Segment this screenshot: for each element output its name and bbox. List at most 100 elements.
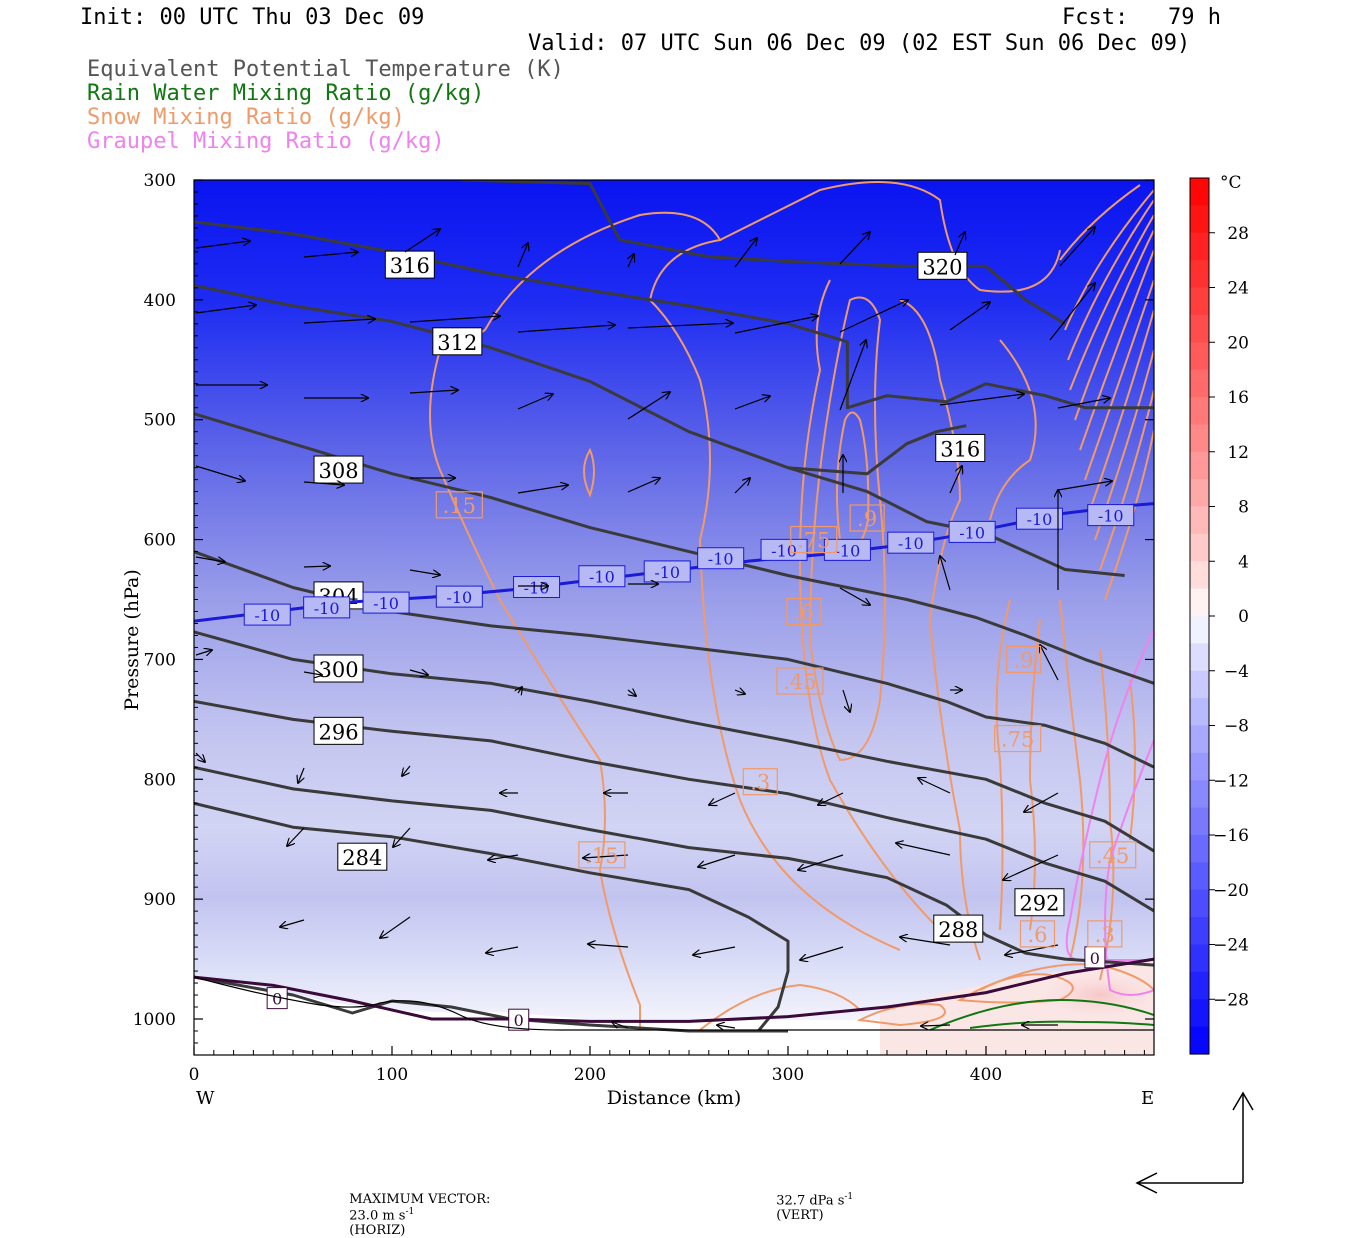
snow-contour	[1067, 199, 1154, 361]
theta-e-label-box	[384, 250, 435, 279]
colorbar-tick-label: −28	[1213, 990, 1249, 1010]
wind-vector	[488, 854, 519, 860]
snow-label: .3	[1095, 923, 1115, 947]
snow-contour	[995, 599, 1011, 931]
isotherm-minus10-label: -10	[524, 579, 550, 598]
snow-label-box	[849, 504, 885, 532]
theta-e-label-box	[935, 433, 986, 462]
theta-e-label: 320	[922, 255, 962, 279]
isotherm-minus10-label: -10	[1027, 510, 1053, 529]
colorbar-band	[1190, 616, 1209, 644]
isotherm-minus10-label: -10	[654, 563, 680, 582]
wind-vector	[918, 778, 951, 794]
colorbar-tick-label: −8	[1224, 717, 1249, 737]
colorbar: 28 24 20 16 12 8 4 0 −4 −8 −12 −16 −20 −24 −28	[1189, 177, 1249, 1055]
theta-e-label: 316	[940, 437, 980, 461]
wind-vector	[612, 1022, 629, 1028]
x-tick-label: 100	[376, 1065, 408, 1085]
isotherm-label-box	[643, 560, 691, 583]
isotherm-minus10-label: -10	[771, 541, 797, 560]
snow-label: .75	[797, 529, 830, 553]
snow-label-box	[786, 597, 822, 626]
colorbar-band	[1190, 971, 1209, 1000]
theta-e-label-box	[917, 251, 968, 280]
wind-vector	[409, 569, 440, 575]
max-vector-vert-caption: 32.7 dPa s-1 (VERT)	[768, 1177, 853, 1223]
snow-contour	[1079, 249, 1154, 451]
snow-contour	[1129, 679, 1136, 841]
isotherm-label-box	[513, 576, 561, 599]
theta-e-label: 316	[390, 254, 430, 278]
x-axis: 0 100 200 300 400	[189, 1046, 1145, 1085]
isotherm-label-box	[887, 531, 935, 554]
theta-e-label: 312	[437, 331, 477, 355]
plot-frame	[193, 179, 1155, 1056]
snow-contour	[1069, 214, 1154, 391]
theta-e-line	[194, 699, 1154, 913]
theta-e-label-box	[313, 716, 364, 745]
snow-label-box	[776, 667, 824, 695]
wind-vector	[734, 690, 745, 694]
wind-vector	[280, 919, 305, 927]
colorbar-band	[1190, 287, 1209, 316]
colorbar-tick-label: 28	[1227, 224, 1249, 244]
colorbar-band	[1190, 670, 1209, 699]
wind-vector	[303, 252, 358, 258]
snow-contour	[1089, 309, 1154, 511]
wind-vector	[839, 587, 870, 605]
y-tick-label: 1000	[133, 1010, 176, 1030]
colorbar-tick-label: −12	[1213, 771, 1249, 791]
west-label: W	[196, 1088, 215, 1109]
snow-label: .45	[783, 670, 816, 694]
colorbar-band	[1190, 260, 1209, 289]
wind-vector	[195, 650, 212, 655]
colorbar-band	[1190, 342, 1209, 371]
wind-vector	[517, 485, 568, 494]
snow-label: .3	[750, 771, 770, 795]
wind-vector	[409, 316, 500, 323]
snow-contour	[1099, 649, 1115, 981]
wind-vector	[518, 687, 522, 693]
colorbar-band	[1190, 178, 1209, 206]
colorbar-tick-label: 8	[1238, 498, 1249, 518]
snow-label-box	[790, 525, 838, 554]
theta-e-label-box	[313, 455, 364, 484]
y-tick-label: 500	[144, 411, 176, 431]
wind-vector	[1040, 645, 1059, 681]
isotherm-minus10: -10 -10 -10 -10 -10 -10 -10 -10 -10 -10 -10 -10 -10 -…	[194, 502, 1154, 626]
wind-vector	[734, 396, 770, 410]
wind-vector	[798, 854, 844, 870]
wind-vector	[1024, 792, 1059, 812]
wind-vector	[195, 305, 256, 314]
valid-time: Valid: 07 UTC Sun 06 Dec 09 (02 EST Sun …	[528, 31, 1191, 56]
east-label: E	[1141, 1088, 1154, 1109]
colorbar-band	[1190, 889, 1209, 918]
forecast-hour: Fcst: 79 h	[1062, 5, 1221, 30]
wind-vector	[1057, 398, 1110, 409]
colorbar-band	[1190, 369, 1209, 398]
max-vector-caption: MAXIMUM VECTOR: 23.0 m s-1 (HORIZ)	[341, 1177, 499, 1238]
colorbar-band	[1190, 1026, 1209, 1055]
colorbar-band	[1190, 561, 1209, 590]
wind-vector	[1057, 481, 1112, 491]
snow-contour	[1084, 279, 1154, 481]
wind-vector	[693, 946, 736, 955]
isotherm-zero-label: 0	[272, 990, 282, 1009]
isotherm-label-box	[1087, 504, 1135, 527]
colorbar-band	[1190, 314, 1209, 343]
theta-e-contours: 320316312316308304300296292288284	[194, 180, 1154, 1033]
wind-vector	[1059, 227, 1095, 267]
wind-vector	[627, 478, 660, 493]
isotherm-label-box	[266, 987, 288, 1010]
isotherm-label-box	[508, 1008, 530, 1031]
colorbar-band	[1190, 205, 1209, 234]
wind-vector	[486, 946, 519, 953]
theta-e-line	[787, 424, 967, 476]
colorbar-tick-label: 24	[1227, 279, 1249, 299]
wind-vector	[734, 238, 757, 268]
snow-contour	[1074, 229, 1154, 421]
snow-contour	[1059, 184, 1141, 261]
max-vector-horiz-value: 23.0 m s	[349, 1208, 406, 1224]
wind-vector	[404, 229, 440, 253]
snow-label: .15	[443, 494, 476, 518]
